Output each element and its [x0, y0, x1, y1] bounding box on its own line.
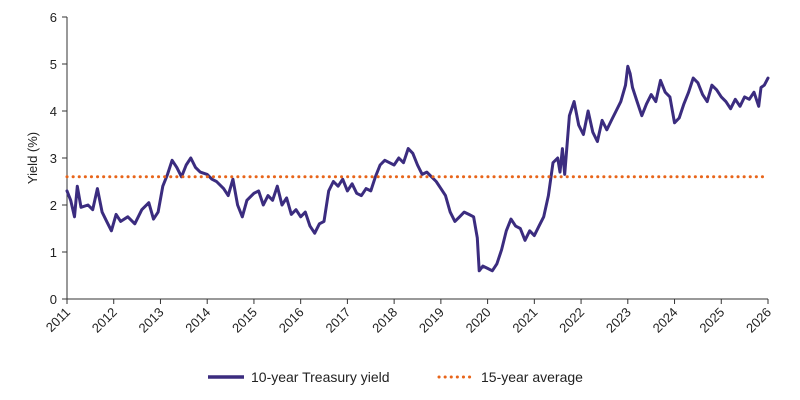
- x-tick-label: 2023: [603, 305, 634, 336]
- x-tick-label: 2020: [463, 305, 494, 336]
- legend-label: 10-year Treasury yield: [251, 369, 390, 385]
- x-tick-label: 2015: [229, 305, 260, 336]
- x-tick-label: 2022: [556, 305, 587, 336]
- y-tick-label: 0: [50, 292, 57, 307]
- y-tick-label: 4: [50, 104, 57, 119]
- y-tick-label: 1: [50, 245, 57, 260]
- x-axis: 2011 2012 2013 2014 2015 2016 2017 2018 2019 2020…: [43, 298, 774, 336]
- y-tick-label: 6: [50, 10, 57, 25]
- y-axis: 0 1 2 3 4 5 6: [50, 10, 68, 307]
- yield-series-line: [65, 64, 770, 273]
- legend-label: 15-year average: [481, 369, 583, 385]
- legend: 10-year Treasury yield 15-year average: [208, 369, 583, 385]
- y-axis-title-text: Yield (%): [25, 132, 40, 184]
- y-tick-label: 2: [50, 198, 57, 213]
- x-tick-label: 2013: [136, 305, 167, 336]
- x-tick-label: 2011: [43, 305, 73, 335]
- x-tick-label: 2014: [182, 305, 213, 336]
- y-tick-label: 5: [50, 57, 57, 72]
- y-tick-label: 3: [50, 151, 57, 166]
- y-axis-title: Yield (%): [25, 132, 40, 184]
- x-tick-label: 2019: [416, 305, 447, 336]
- legend-item-yield: 10-year Treasury yield: [208, 369, 390, 385]
- x-tick-label: 2016: [276, 305, 307, 336]
- legend-item-average: 15-year average: [437, 369, 583, 385]
- x-tick-label: 2018: [369, 305, 400, 336]
- x-tick-label: 2024: [650, 305, 681, 336]
- x-tick-label: 2012: [89, 305, 120, 336]
- x-tick-label: 2021: [509, 305, 540, 336]
- plot-area: [65, 64, 770, 273]
- x-tick-label: 2026: [743, 305, 774, 336]
- x-tick-label: 2017: [322, 305, 353, 336]
- x-tick-label: 2025: [696, 305, 727, 336]
